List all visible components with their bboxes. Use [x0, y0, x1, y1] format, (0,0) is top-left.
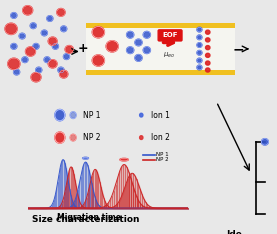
Circle shape	[140, 136, 143, 139]
Circle shape	[30, 23, 36, 29]
Circle shape	[8, 58, 20, 69]
Circle shape	[70, 134, 76, 141]
Circle shape	[143, 31, 150, 38]
Circle shape	[60, 70, 68, 78]
Circle shape	[206, 30, 210, 34]
Bar	[86, 23, 235, 28]
Circle shape	[23, 6, 33, 15]
Circle shape	[58, 67, 64, 73]
Circle shape	[261, 139, 268, 145]
Circle shape	[197, 51, 202, 55]
Text: NP 1: NP 1	[156, 152, 169, 157]
Circle shape	[48, 60, 57, 68]
Circle shape	[206, 46, 210, 50]
Circle shape	[197, 65, 202, 70]
FancyBboxPatch shape	[158, 30, 182, 41]
Circle shape	[14, 69, 20, 75]
Text: Ion 2: Ion 2	[151, 133, 170, 142]
Circle shape	[143, 47, 150, 54]
Circle shape	[206, 68, 210, 72]
Text: EOF: EOF	[162, 32, 178, 38]
Text: Size characterization: Size characterization	[32, 216, 140, 224]
Circle shape	[127, 47, 134, 54]
Circle shape	[31, 73, 41, 82]
Circle shape	[197, 43, 202, 47]
Text: NP 1: NP 1	[83, 111, 101, 120]
Circle shape	[197, 58, 202, 63]
Circle shape	[135, 39, 142, 46]
Bar	[86, 28, 235, 70]
Circle shape	[19, 33, 25, 39]
Circle shape	[33, 44, 39, 49]
Text: +: +	[78, 42, 88, 55]
Circle shape	[63, 54, 70, 59]
Circle shape	[206, 61, 210, 65]
Circle shape	[41, 30, 47, 36]
Text: Migration time: Migration time	[57, 213, 121, 222]
Circle shape	[61, 26, 67, 32]
Circle shape	[197, 35, 202, 40]
Bar	[86, 70, 235, 75]
Circle shape	[140, 113, 143, 117]
Text: Ion 1: Ion 1	[151, 111, 170, 120]
Circle shape	[57, 8, 65, 16]
Circle shape	[44, 57, 50, 62]
Circle shape	[48, 37, 57, 45]
Circle shape	[5, 23, 17, 34]
Circle shape	[11, 44, 17, 49]
Circle shape	[25, 47, 35, 56]
Text: Ide: Ide	[226, 230, 242, 234]
Circle shape	[22, 57, 28, 62]
Text: NP 2: NP 2	[156, 157, 169, 162]
Circle shape	[65, 46, 73, 53]
Circle shape	[11, 13, 17, 18]
Circle shape	[135, 55, 142, 61]
Circle shape	[106, 41, 118, 52]
Circle shape	[55, 132, 65, 143]
Circle shape	[36, 67, 42, 73]
Circle shape	[70, 112, 76, 118]
Circle shape	[206, 53, 210, 57]
Text: NP 2: NP 2	[83, 133, 101, 142]
Circle shape	[120, 158, 128, 161]
Circle shape	[55, 110, 65, 121]
Circle shape	[197, 27, 202, 32]
Circle shape	[127, 31, 134, 38]
Circle shape	[47, 16, 53, 21]
Text: −: −	[232, 42, 244, 56]
Circle shape	[206, 38, 210, 42]
Text: $\mu_{eo}$: $\mu_{eo}$	[163, 51, 175, 60]
Circle shape	[52, 44, 58, 49]
Circle shape	[92, 26, 104, 38]
Circle shape	[83, 157, 88, 159]
Circle shape	[92, 55, 104, 66]
